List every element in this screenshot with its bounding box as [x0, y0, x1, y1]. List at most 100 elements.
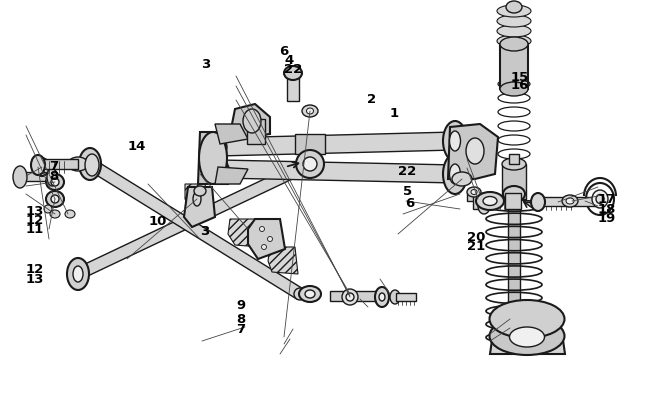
Bar — [396, 293, 416, 301]
Text: 13: 13 — [26, 205, 44, 218]
Text: 3: 3 — [200, 224, 209, 237]
Bar — [509, 155, 519, 164]
Ellipse shape — [302, 106, 318, 118]
Ellipse shape — [450, 164, 460, 185]
Polygon shape — [220, 161, 456, 183]
Ellipse shape — [296, 151, 324, 179]
Ellipse shape — [483, 197, 497, 206]
Bar — [508, 194, 520, 334]
Text: 12: 12 — [26, 213, 44, 226]
Polygon shape — [448, 125, 498, 179]
Ellipse shape — [39, 164, 45, 172]
Ellipse shape — [478, 198, 490, 215]
Ellipse shape — [476, 192, 504, 211]
Polygon shape — [502, 164, 526, 200]
Polygon shape — [185, 185, 210, 209]
Ellipse shape — [51, 179, 59, 187]
Ellipse shape — [31, 156, 45, 175]
Ellipse shape — [466, 139, 484, 164]
Text: 10: 10 — [148, 214, 166, 227]
Ellipse shape — [85, 155, 99, 177]
Ellipse shape — [346, 293, 354, 301]
Ellipse shape — [342, 289, 358, 305]
Text: 4: 4 — [284, 54, 293, 67]
Ellipse shape — [497, 16, 531, 28]
Ellipse shape — [566, 198, 574, 205]
Ellipse shape — [79, 149, 101, 181]
Ellipse shape — [503, 187, 525, 202]
Ellipse shape — [497, 36, 531, 48]
Ellipse shape — [510, 327, 545, 347]
Bar — [247, 120, 265, 145]
Bar — [540, 198, 595, 207]
Polygon shape — [228, 220, 260, 247]
Text: 2: 2 — [367, 93, 376, 106]
Text: 9: 9 — [236, 298, 245, 311]
Ellipse shape — [299, 286, 321, 302]
Polygon shape — [232, 105, 270, 138]
Ellipse shape — [261, 245, 266, 250]
Ellipse shape — [44, 205, 52, 213]
Ellipse shape — [209, 139, 227, 157]
Ellipse shape — [304, 159, 316, 171]
Polygon shape — [490, 319, 565, 354]
Ellipse shape — [193, 192, 201, 207]
Bar — [295, 135, 325, 155]
Ellipse shape — [450, 132, 460, 151]
Text: 13: 13 — [26, 272, 44, 285]
Ellipse shape — [452, 173, 472, 187]
Text: 7: 7 — [236, 322, 245, 335]
Bar — [287, 74, 299, 102]
Ellipse shape — [500, 38, 528, 52]
Ellipse shape — [243, 110, 261, 134]
Text: 6: 6 — [280, 45, 289, 58]
Text: 8: 8 — [236, 312, 245, 325]
Text: 12: 12 — [26, 263, 44, 276]
Ellipse shape — [65, 211, 75, 218]
Ellipse shape — [284, 67, 302, 81]
Bar — [500, 45, 528, 90]
Ellipse shape — [199, 133, 227, 185]
Bar — [473, 194, 489, 209]
Ellipse shape — [294, 288, 306, 300]
Polygon shape — [215, 125, 248, 145]
Ellipse shape — [85, 157, 95, 173]
Polygon shape — [198, 133, 228, 185]
Text: 8: 8 — [49, 170, 58, 183]
Ellipse shape — [259, 227, 265, 232]
Bar — [467, 194, 497, 202]
Text: 18: 18 — [598, 202, 616, 215]
Text: 5: 5 — [403, 185, 412, 198]
Ellipse shape — [375, 287, 389, 307]
Text: 22: 22 — [398, 164, 416, 177]
Ellipse shape — [13, 166, 27, 189]
Ellipse shape — [67, 258, 89, 290]
Ellipse shape — [303, 158, 317, 172]
Text: 6: 6 — [406, 197, 415, 210]
Ellipse shape — [211, 161, 229, 179]
Ellipse shape — [46, 175, 64, 190]
Text: 19: 19 — [598, 211, 616, 224]
Ellipse shape — [68, 158, 88, 172]
Ellipse shape — [531, 194, 545, 211]
Ellipse shape — [596, 195, 604, 204]
Ellipse shape — [443, 155, 467, 194]
Bar — [330, 291, 380, 301]
Ellipse shape — [489, 300, 564, 338]
Polygon shape — [248, 220, 285, 259]
Polygon shape — [87, 160, 303, 299]
Ellipse shape — [379, 293, 385, 301]
Ellipse shape — [500, 83, 528, 97]
Ellipse shape — [51, 196, 59, 203]
Bar — [38, 160, 78, 170]
Text: 14: 14 — [127, 140, 146, 153]
Polygon shape — [184, 188, 215, 228]
Ellipse shape — [447, 166, 465, 183]
Text: 1: 1 — [390, 107, 399, 120]
Ellipse shape — [47, 168, 57, 187]
Text: 3: 3 — [202, 58, 211, 71]
Polygon shape — [268, 247, 298, 274]
Text: 11: 11 — [26, 222, 44, 235]
Polygon shape — [75, 159, 313, 280]
Ellipse shape — [73, 266, 83, 282]
